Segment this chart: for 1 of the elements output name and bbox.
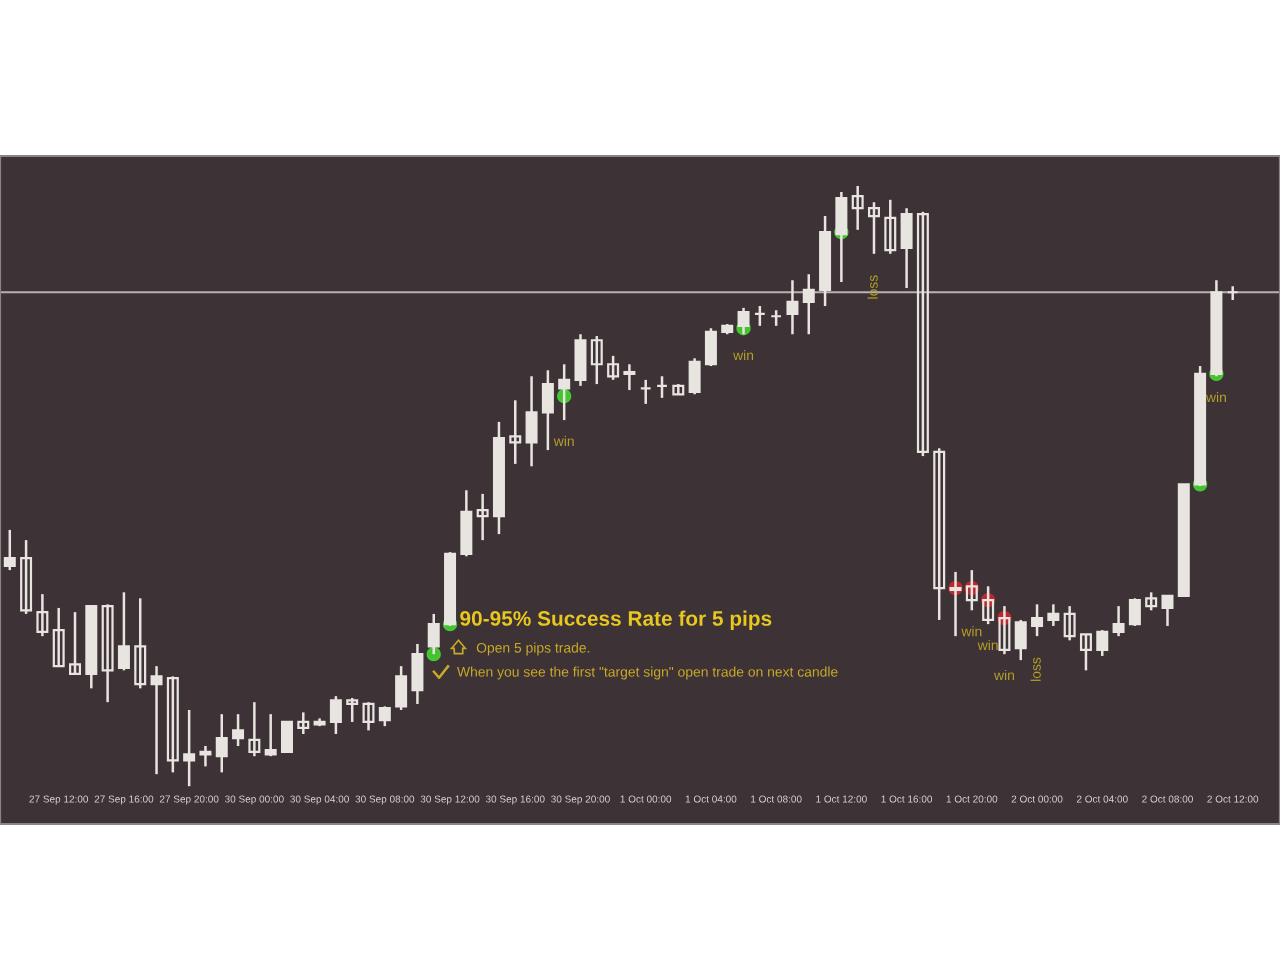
text: 90-95% Success Rate for 5 pips — [460, 610, 772, 630]
